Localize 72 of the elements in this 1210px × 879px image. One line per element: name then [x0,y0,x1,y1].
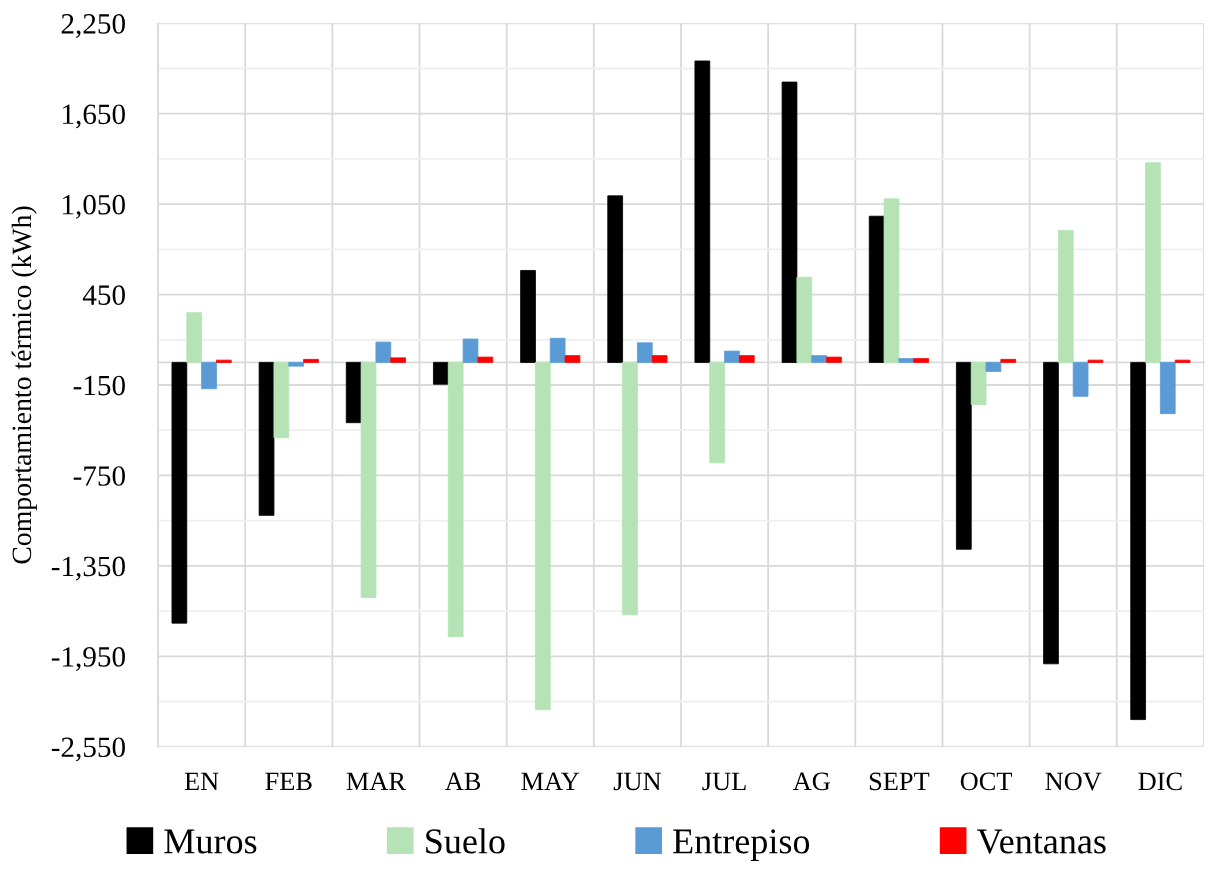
bar [201,361,217,390]
bar [520,270,536,363]
legend-label: Suelo [426,828,505,854]
bar [1087,359,1104,363]
bar [913,358,929,363]
bar [796,276,813,363]
y-tick-label: -1,350 [51,556,125,581]
bar [955,361,972,550]
bar [1057,230,1074,363]
bar [447,361,464,638]
y-tick-label: 450 [82,285,125,305]
x-tick-label: JUN [613,772,661,791]
y-tick-label: 2,250 [61,14,125,38]
bar [186,312,203,363]
x-tick-label: EN [184,772,219,791]
x-tick-label: AB [445,772,481,791]
bar [694,60,711,363]
bar [462,338,479,363]
bar [303,358,319,363]
bar [607,195,624,363]
y-tick-label: -2,550 [51,737,125,762]
legend-label: Muros [164,829,257,854]
x-tick-label: NOV [1045,772,1102,791]
legend-label: Ventanas [977,829,1106,854]
bar [549,337,566,363]
bar [360,361,377,598]
bar [477,356,494,363]
bar [985,361,1002,372]
x-tick-label: FEB [265,772,312,791]
bar [171,361,188,624]
x-tick-label: JUL [702,772,746,791]
bar [535,361,551,711]
bar [651,355,668,363]
bar [433,361,449,385]
bar [390,357,406,363]
bar [709,361,725,464]
bar [1072,361,1089,397]
bar [216,359,232,363]
bar [781,81,798,363]
y-tick-label: -750 [73,466,125,486]
x-tick-label: MAY [521,772,580,791]
x-tick-label: MAR [346,772,406,791]
x-tick-label: SEPT [869,772,930,791]
bar [738,355,755,363]
bar [826,356,842,363]
y-tick-label: 1,650 [63,104,125,129]
bar [898,358,915,363]
bar [375,341,392,363]
bar [811,355,827,363]
y-tick-label: 1,050 [63,194,125,219]
legend-label: Entrepiso [673,829,810,861]
y-tick-label: -1,950 [51,647,125,671]
x-tick-label: DIC [1138,772,1182,791]
bar [636,342,653,363]
y-tick-label: -150 [73,375,125,396]
bar [258,361,275,516]
bar [273,361,290,439]
y-axis-title: Comportamiento térmico (kWh) [11,206,37,564]
bar [288,361,304,367]
bar [1000,358,1017,363]
bar [724,350,740,363]
x-tick-label: OCT [960,772,1012,791]
bar [970,361,987,406]
bar [883,198,900,363]
bar [564,355,581,363]
x-tick-label: AG [792,772,830,791]
bar [1145,162,1161,363]
bar [1130,361,1146,720]
bar [622,361,638,616]
bar [1043,361,1059,665]
bar [1159,361,1176,415]
bar [1174,359,1191,363]
